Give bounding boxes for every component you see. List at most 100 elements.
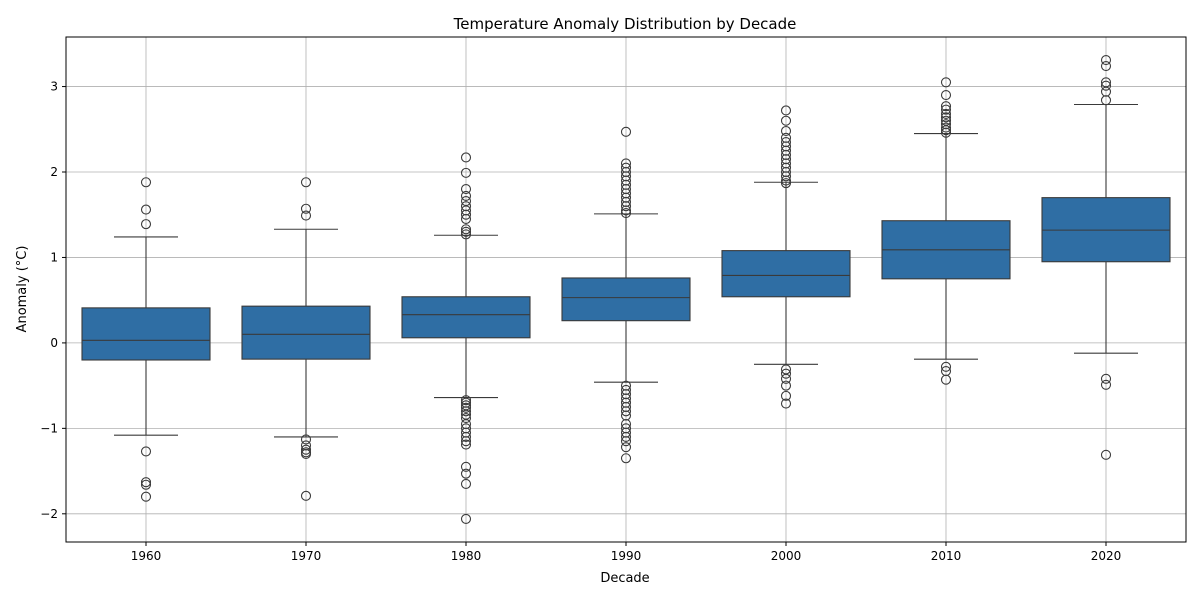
outlier-point xyxy=(780,373,792,384)
x-tick-label: 2010 xyxy=(931,549,962,563)
outlier-point xyxy=(780,175,792,186)
outlier-point xyxy=(460,439,472,450)
box-group-1990 xyxy=(561,126,691,464)
outlier-point xyxy=(140,491,152,502)
outlier-point xyxy=(620,436,632,447)
outlier-point xyxy=(460,213,472,225)
outlier-point xyxy=(1100,80,1112,91)
outlier-point xyxy=(300,434,312,445)
box xyxy=(401,296,531,339)
outlier-point xyxy=(460,209,472,220)
outlier-point xyxy=(1100,95,1112,106)
outlier-point xyxy=(620,126,632,137)
axis-layer: −2 −1 0 1 2 3 1960 1970 1980 1990 2000 2010 2020 xyxy=(40,36,1187,563)
box-layer xyxy=(81,55,1171,524)
outlier-point xyxy=(140,177,152,188)
outlier-point xyxy=(780,171,792,182)
outlier-point xyxy=(780,105,792,116)
outlier-point xyxy=(940,374,952,385)
box xyxy=(721,250,851,298)
outlier-point xyxy=(780,115,792,126)
outlier-point xyxy=(140,204,152,215)
outlier-point xyxy=(460,395,472,406)
outlier-point xyxy=(940,108,952,119)
outlier-point xyxy=(300,490,312,501)
outlier-point xyxy=(460,402,472,413)
outlier-point xyxy=(300,444,312,455)
box-group-1970 xyxy=(241,177,371,501)
outlier-point xyxy=(140,477,152,488)
outlier-point xyxy=(620,207,632,219)
outlier-point xyxy=(300,448,312,460)
box-group-2010 xyxy=(881,77,1011,385)
box xyxy=(561,277,691,322)
box-group-1960 xyxy=(81,177,211,502)
outlier-point xyxy=(1100,449,1112,460)
outlier-point xyxy=(940,122,952,133)
outlier-point xyxy=(940,104,952,115)
outlier-point xyxy=(300,177,312,188)
outlier-point xyxy=(620,442,632,453)
outlier-point xyxy=(780,368,792,379)
outlier-point xyxy=(940,90,952,101)
outlier-point xyxy=(620,406,632,417)
outlier-point xyxy=(460,190,472,201)
y-axis-label: Anomaly (°C) xyxy=(15,246,30,333)
box-group-2000 xyxy=(721,105,851,409)
outlier-point xyxy=(460,152,472,163)
outlier-point xyxy=(460,224,472,235)
x-tick-label: 1990 xyxy=(611,549,642,563)
outlier-point xyxy=(620,201,632,212)
x-axis-label: Decade xyxy=(600,571,649,586)
outlier-point xyxy=(460,513,472,524)
outlier-point xyxy=(1100,55,1112,66)
outlier-point xyxy=(460,468,472,479)
x-tick-label: 2020 xyxy=(1091,549,1122,563)
outlier-point xyxy=(460,478,472,489)
outlier-point xyxy=(460,184,472,195)
outlier-point xyxy=(1100,379,1112,390)
outlier-point xyxy=(460,413,472,424)
outlier-point xyxy=(460,167,472,178)
y-tick-label: −2 xyxy=(40,507,58,521)
x-tick-label: 1960 xyxy=(131,549,162,563)
x-tick-label: 1970 xyxy=(291,549,322,563)
x-tick-label: 1980 xyxy=(451,549,482,563)
outlier-point xyxy=(620,431,632,442)
outlier-point xyxy=(460,436,472,447)
x-tick-label: 2000 xyxy=(771,549,802,563)
outlier-point xyxy=(460,226,472,237)
y-tick-label: 3 xyxy=(50,80,58,94)
outlier-point xyxy=(940,77,952,88)
y-tick-label: −1 xyxy=(40,421,58,435)
outlier-point xyxy=(1100,61,1112,72)
box xyxy=(81,307,211,361)
outlier-point xyxy=(940,127,952,138)
outlier-point xyxy=(300,210,312,221)
outlier-point xyxy=(940,125,952,136)
outlier-point xyxy=(780,380,792,391)
y-tick-label: 0 xyxy=(50,336,58,350)
box xyxy=(241,305,371,360)
outlier-point xyxy=(1100,373,1112,384)
outlier-point xyxy=(140,479,152,490)
outlier-point xyxy=(300,203,312,214)
outlier-point xyxy=(620,205,632,216)
outlier-point xyxy=(940,361,952,372)
y-tick-label: 2 xyxy=(50,165,58,179)
outlier-point xyxy=(460,461,472,472)
outlier-point xyxy=(620,453,632,464)
outlier-point xyxy=(140,446,152,457)
outlier-point xyxy=(460,406,472,417)
outlier-point xyxy=(460,431,472,442)
outlier-point xyxy=(460,229,472,240)
outlier-point xyxy=(940,101,952,112)
box-group-2020 xyxy=(1041,55,1171,460)
outlier-point xyxy=(780,125,792,137)
outlier-point xyxy=(780,390,792,401)
outlier-point xyxy=(140,219,152,230)
outlier-point xyxy=(780,398,792,409)
y-tick-label: 1 xyxy=(50,250,58,264)
